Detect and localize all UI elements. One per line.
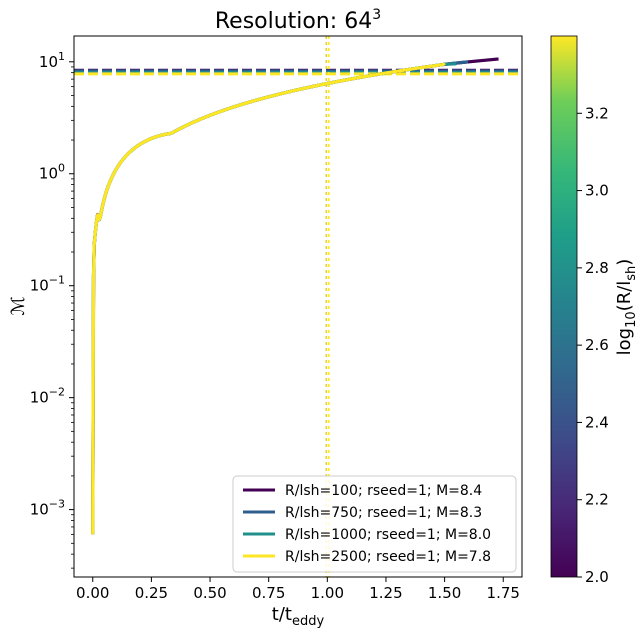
legend-box	[232, 475, 517, 573]
colorbar-tick-label: 2.4	[585, 413, 609, 431]
x-tick-label: 0.50	[193, 584, 226, 602]
chart-title: Resolution: 643	[215, 7, 381, 34]
x-tick-label: 1.50	[428, 584, 461, 602]
plot-frame	[73, 35, 523, 578]
series-lines	[91, 57, 500, 535]
legend-label: R/lsh=750; rseed=1; M=8.3	[285, 505, 482, 521]
colorbar-tick-label: 2.0	[585, 568, 609, 586]
x-axis-label: t/teddy	[272, 604, 325, 629]
series-8.4	[91, 57, 500, 535]
y-tick-label: 10−3	[30, 498, 65, 519]
y-tick-label: 100	[39, 162, 65, 183]
x-tick-label: 0.00	[76, 584, 109, 602]
x-tick-label: 1.25	[369, 584, 402, 602]
x-tick-label: 0.25	[135, 584, 168, 602]
y-axis-label: ℳ	[8, 296, 29, 315]
colorbar-label: log10(R/lsh)	[614, 259, 639, 356]
series-7.8	[91, 62, 446, 535]
x-tick-label: 1.00	[311, 584, 344, 602]
colorbar-tick-label: 2.2	[585, 491, 609, 509]
y-axis: 10−3 10−2 10−1 100 101	[30, 50, 74, 569]
colorbar-axis: 2.0 2.2 2.4 2.6 2.8 3.0 3.2	[577, 104, 609, 586]
colorbar-tick-label: 3.2	[585, 104, 609, 122]
legend-label: R/lsh=100; rseed=1; M=8.4	[285, 483, 482, 499]
x-tick-label: 0.75	[252, 584, 285, 602]
y-tick-label: 10−2	[30, 386, 65, 407]
colorbar-tick-label: 2.8	[585, 259, 609, 277]
colorbar	[550, 35, 578, 578]
colorbar-tick-label: 2.6	[585, 336, 609, 354]
y-tick-label: 101	[39, 50, 65, 71]
x-tick-label: 1.75	[487, 584, 520, 602]
legend-label: R/lsh=2500; rseed=1; M=7.8	[285, 549, 491, 565]
colorbar-tick-label: 3.0	[585, 182, 609, 200]
legend-label: R/lsh=1000; rseed=1; M=8.0	[285, 527, 491, 543]
x-axis: 0.00 0.25 0.50 0.75 1.00 1.25 1.50 1.75	[76, 577, 520, 602]
reference-lines	[74, 68, 522, 76]
series-8.3	[91, 60, 469, 535]
series-8	[91, 62, 458, 535]
legend: R/lsh=100; rseed=1; M=8.4 R/lsh=750; rsee…	[232, 475, 517, 573]
y-tick-label: 10−1	[30, 274, 65, 295]
